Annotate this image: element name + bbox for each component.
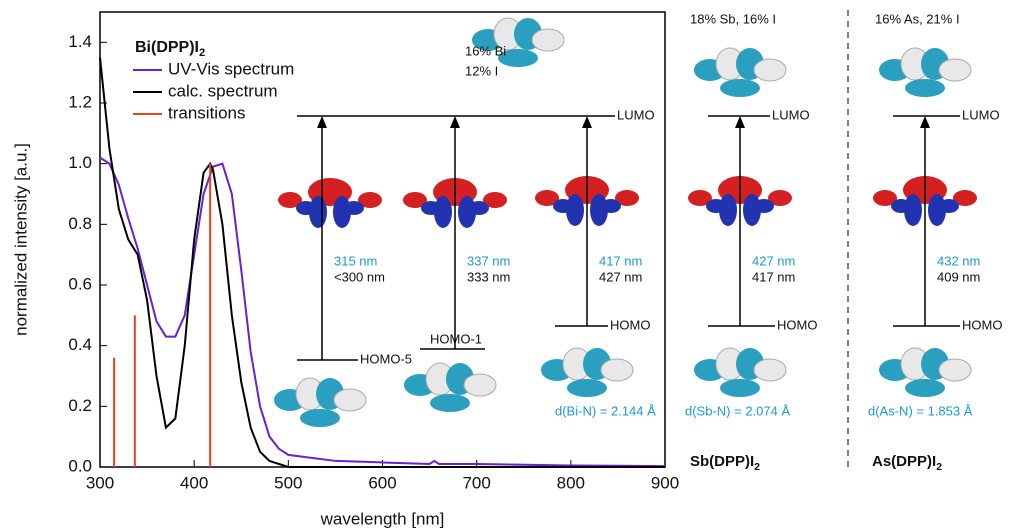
homo-label: HOMO	[962, 317, 1002, 332]
calc-wavelength: 337 nm	[467, 253, 510, 268]
composition: 16% Bi	[465, 43, 506, 58]
composition: 16% As, 21% I	[875, 11, 960, 26]
calc-wavelength: 417 nm	[599, 253, 642, 268]
y-tick-label: 1.2	[68, 92, 92, 111]
compound-label-sub: 2	[754, 461, 760, 473]
y-tick-label: 1.0	[68, 153, 92, 172]
homo-label: HOMO-5	[360, 351, 412, 366]
y-tick-label: 0.6	[68, 274, 92, 293]
x-tick-label: 600	[368, 473, 396, 492]
lumo-label: LUMO	[617, 107, 655, 122]
calc-wavelength: 315 nm	[334, 253, 377, 268]
exp-wavelength: 409 nm	[937, 269, 980, 284]
compound-label-main: As(DPP)I	[872, 453, 936, 470]
plot-frame	[100, 12, 665, 467]
homo-label: HOMO-1	[430, 331, 482, 346]
legend-title-main: Bi(DPP)I	[135, 39, 199, 56]
exp-wavelength: 333 nm	[467, 269, 510, 284]
arrow-head	[920, 116, 930, 128]
compound-label: Sb(DPP)I2	[690, 453, 760, 473]
arrow-head	[735, 116, 745, 128]
y-tick-label: 1.4	[68, 32, 92, 51]
homo-label: HOMO	[777, 317, 817, 332]
calc-wavelength: 427 nm	[752, 253, 795, 268]
arrow-head	[317, 116, 327, 128]
compound-label-main: Sb(DPP)I	[690, 453, 754, 470]
legend-label: transitions	[168, 103, 245, 122]
lumo-label: LUMO	[772, 107, 810, 122]
x-tick-label: 500	[274, 473, 302, 492]
y-tick-label: 0.4	[68, 335, 92, 354]
y-tick-label: 0.0	[68, 456, 92, 475]
lumo-label: LUMO	[962, 107, 1000, 122]
y-axis-label: normalized intensity [a.u.]	[11, 143, 30, 336]
calc-wavelength: 432 nm	[937, 253, 980, 268]
x-tick-label: 400	[180, 473, 208, 492]
legend-title-sub: 2	[199, 47, 205, 59]
legend-label: UV-Vis spectrum	[168, 59, 294, 78]
bond-length: d(Bi-N) = 2.144 Å	[555, 403, 656, 418]
composition: 18% Sb, 16% I	[690, 11, 776, 26]
exp-wavelength: 417 nm	[752, 269, 795, 284]
exp-wavelength: 427 nm	[599, 269, 642, 284]
bond-length: d(Sb-N) = 2.074 Å	[685, 403, 790, 418]
bond-length: d(As-N) = 1.853 Å	[868, 403, 973, 418]
x-axis-label: wavelength [nm]	[320, 509, 445, 528]
x-tick-label: 900	[651, 473, 679, 492]
homo-label: HOMO	[610, 317, 650, 332]
y-tick-label: 0.8	[68, 214, 92, 233]
arrow-head	[450, 116, 460, 128]
compound-label-sub: 2	[936, 461, 942, 473]
x-tick-label: 300	[86, 473, 114, 492]
legend-title: Bi(DPP)I2	[135, 39, 205, 59]
figure: 300 400 500 600 700 800 900 0.0 0.2 0.4 0.6 0.8 1.0 1…	[0, 0, 1009, 532]
legend-label: calc. spectrum	[168, 81, 278, 100]
exp-wavelength: <300 nm	[334, 269, 385, 284]
compound-label: As(DPP)I2	[872, 453, 942, 473]
arrow-head	[582, 116, 592, 128]
x-tick-label: 700	[462, 473, 490, 492]
y-tick-label: 0.2	[68, 396, 92, 415]
composition: 12% I	[465, 63, 498, 78]
x-tick-label: 800	[557, 473, 585, 492]
